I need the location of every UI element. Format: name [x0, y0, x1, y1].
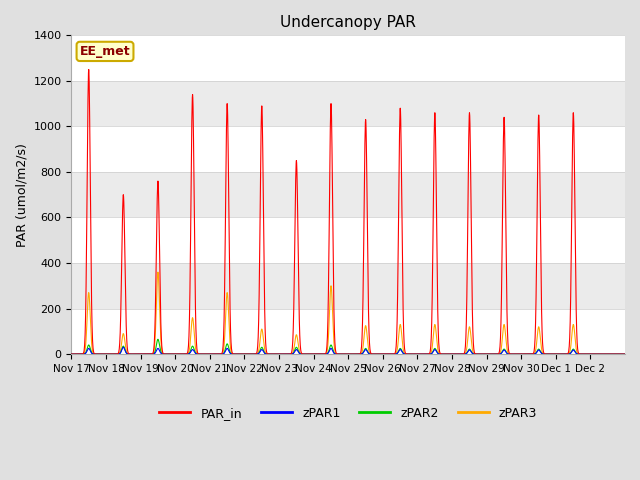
Y-axis label: PAR (umol/m2/s): PAR (umol/m2/s): [15, 143, 28, 247]
Bar: [72, 172, 625, 217]
Legend: PAR_in, zPAR1, zPAR2, zPAR3: PAR_in, zPAR1, zPAR2, zPAR3: [154, 402, 542, 425]
Title: Undercanopy PAR: Undercanopy PAR: [280, 15, 416, 30]
Bar: [72, 263, 625, 309]
Text: EE_met: EE_met: [80, 45, 131, 58]
Bar: [72, 81, 625, 126]
